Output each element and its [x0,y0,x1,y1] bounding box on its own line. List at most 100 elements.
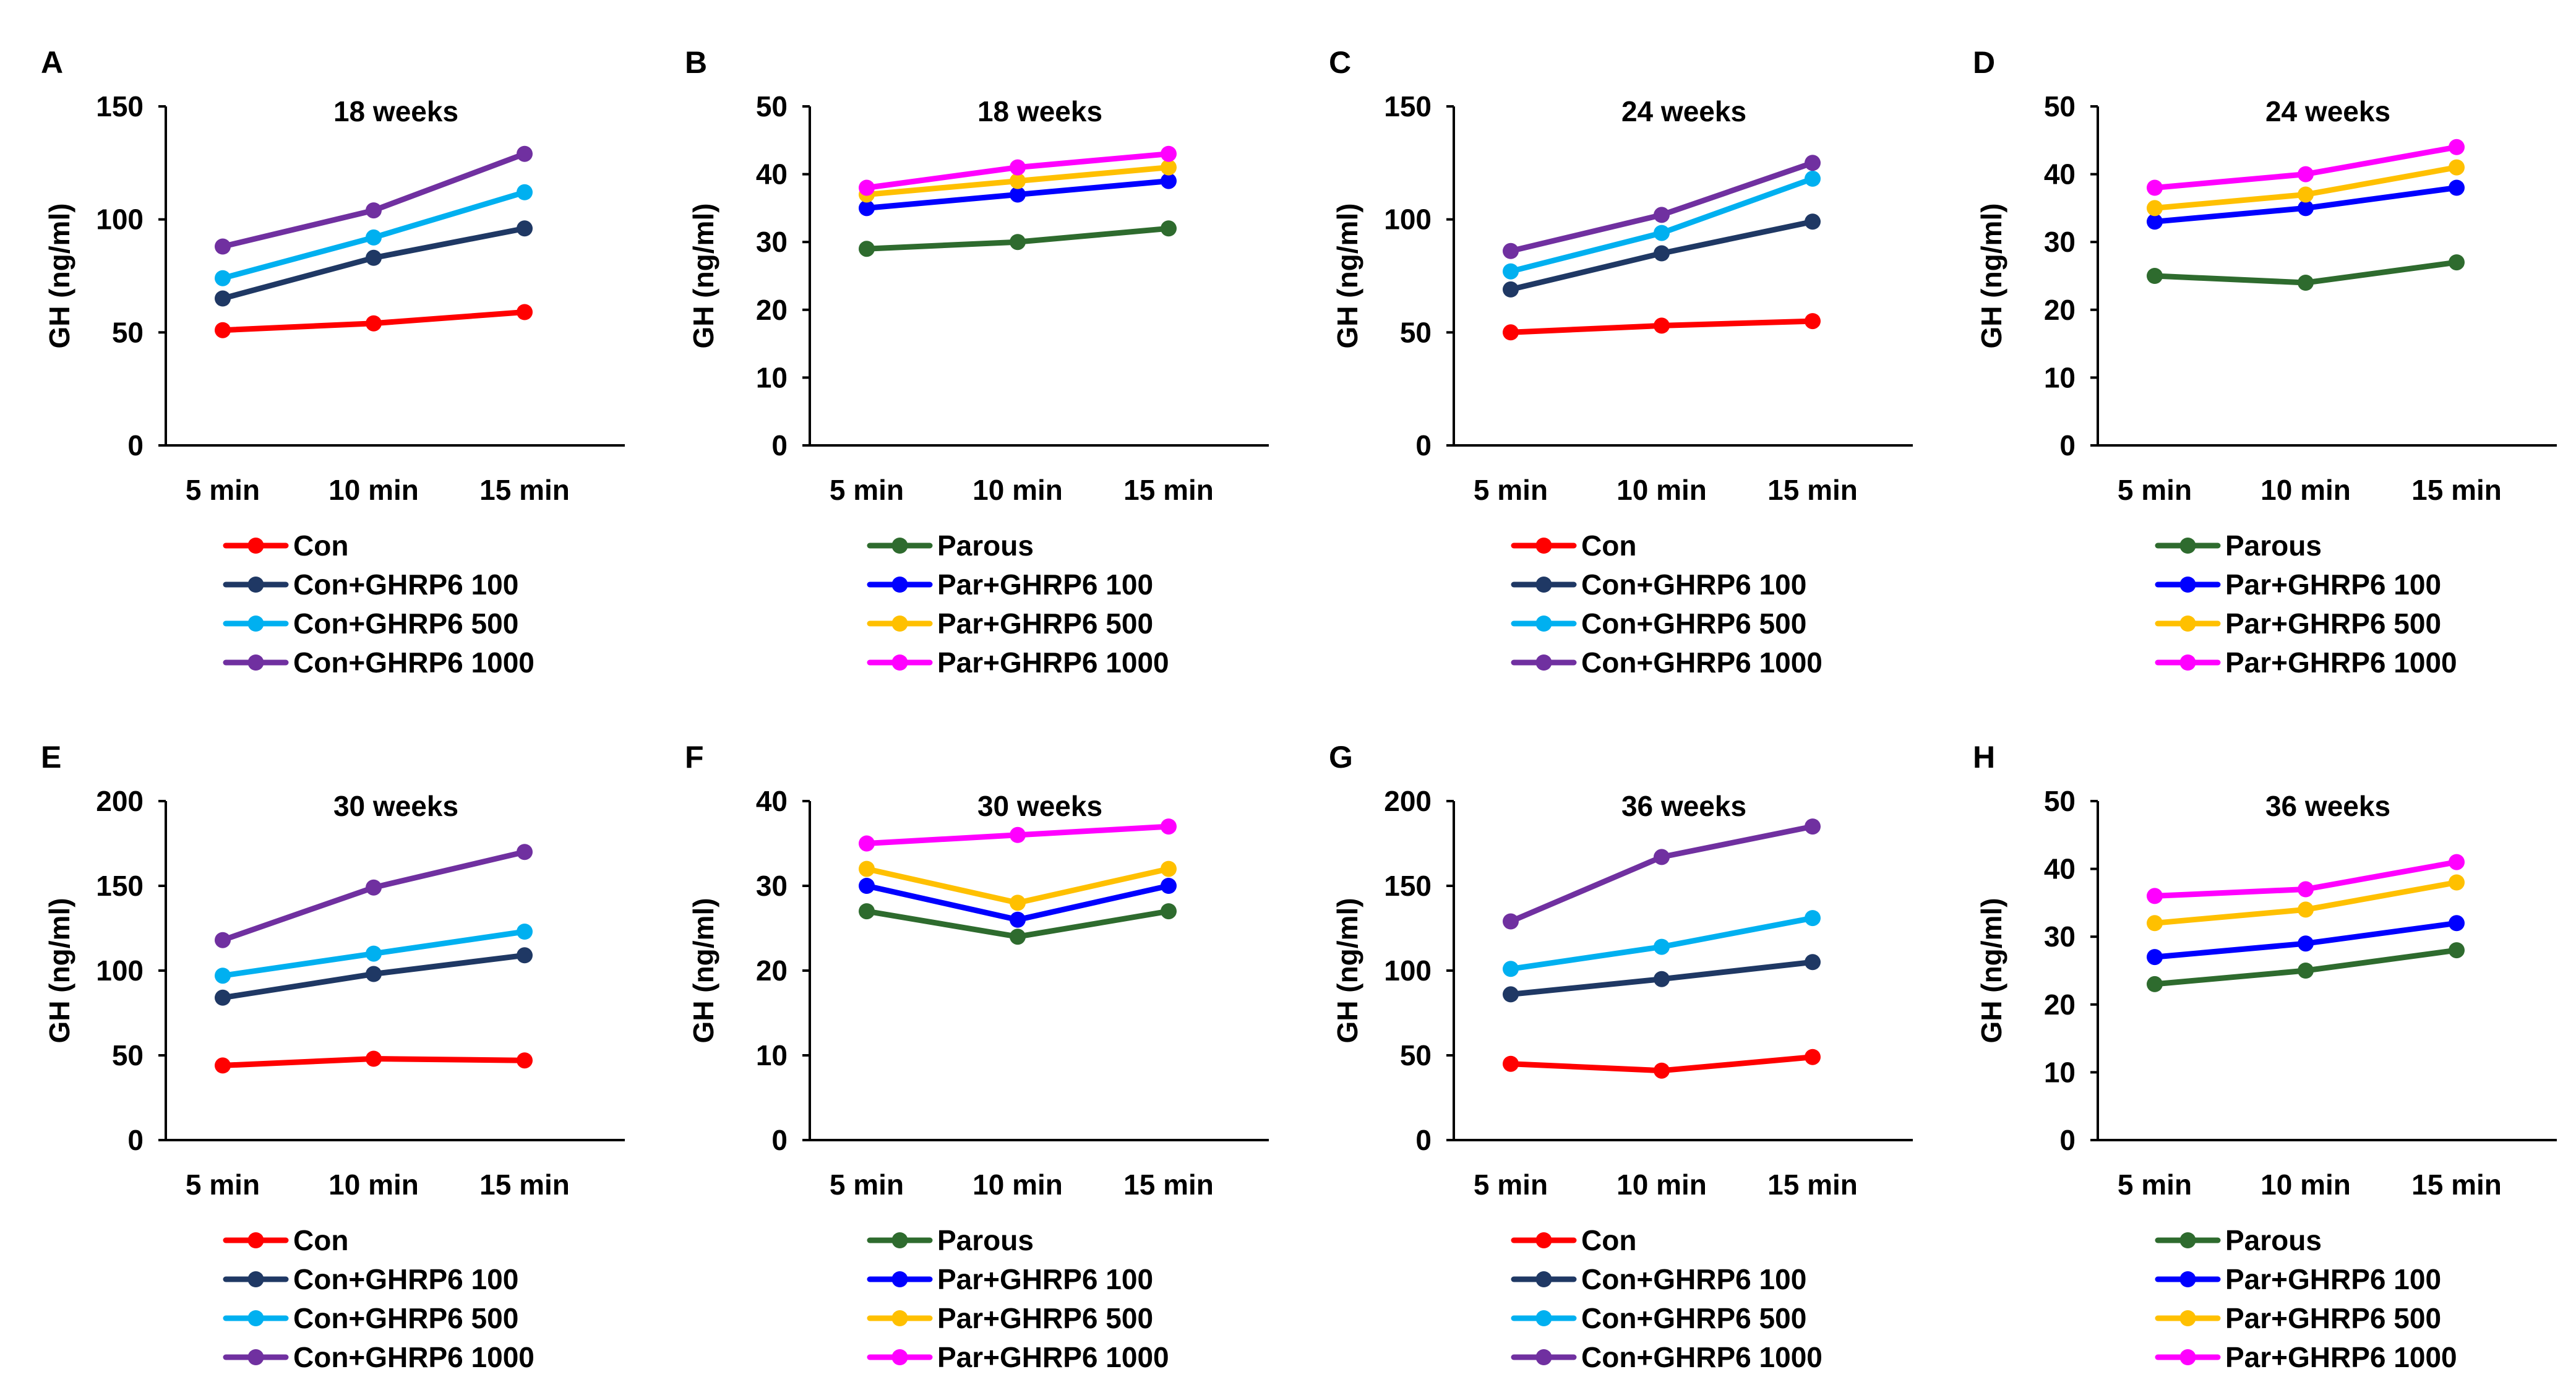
data-point [1161,173,1177,189]
data-point [366,966,382,982]
legend-label: Par+GHRP6 100 [2225,568,2441,601]
y-axis-label: GH (ng/ml) [1975,203,2007,348]
data-point [2147,949,2163,966]
data-point [1010,173,1026,189]
chart-svg: G 36 weeks GH (ng/ml) 0 50 100 150 200 5 min 10 m… [1329,740,1913,1373]
data-point [1010,159,1026,176]
y-tick-label: 50 [1400,316,1432,348]
data-point [1654,849,1670,865]
data-point [1654,245,1670,262]
y-tick-label: 0 [771,1124,788,1156]
data-point [517,184,533,200]
data-point [517,924,533,940]
data-point [2449,874,2465,891]
panel-letter: G [1329,740,1353,774]
data-point [2298,186,2314,203]
x-tick-label: 5 min [2118,474,2192,506]
chart-svg: H 36 weeks GH (ng/ml) 0 10 20 30 40 50 5 min 10 mi… [1973,740,2557,1373]
data-point [2298,963,2314,979]
data-point [1654,1062,1670,1079]
panel-f: F 30 weeks GH (ng/ml) 0 10 20 30 40 5 min 10 min 1… [644,695,1288,1389]
data-point [1805,170,1821,187]
legend-label: Par+GHRP6 500 [2225,607,2441,640]
y-tick-label: 50 [2044,90,2076,122]
panel-letter: F [685,740,704,774]
legend-marker [1535,616,1552,632]
y-tick-label: 10 [756,361,788,393]
chart-svg: C 24 weeks GH (ng/ml) 0 50 100 150 5 min 10 min 1… [1329,45,1913,679]
y-tick-label: 50 [2044,785,2076,817]
chart-title: 36 weeks [1621,790,1746,822]
data-point [2147,915,2163,932]
y-tick-label: 0 [2059,429,2076,461]
series-line-4 [1508,823,1816,924]
data-point [2147,213,2163,230]
legend-marker [1535,1349,1552,1365]
x-tick-label: 10 min [1616,1169,1707,1201]
data-point [2449,139,2465,155]
x-tick-label: 10 min [972,474,1063,506]
legend-label: Par+GHRP6 1000 [937,1341,1169,1373]
x-tick-label: 10 min [1616,474,1707,506]
panel-c: C 24 weeks GH (ng/ml) 0 50 100 150 5 min 10 min 1… [1288,0,1932,695]
x-tick-label: 10 min [2260,1169,2351,1201]
legend-marker [1535,538,1552,554]
legend-marker [1535,1271,1552,1287]
data-point [1503,986,1519,1003]
x-tick-label: 15 min [2411,1169,2502,1201]
y-tick-label: 0 [771,429,788,461]
data-point [2147,179,2163,196]
y-tick-label: 10 [756,1039,788,1071]
legend-label: Con+GHRP6 500 [293,607,518,640]
data-point [1161,159,1177,176]
x-tick-label: 10 min [328,1169,419,1201]
data-point [1503,281,1519,298]
x-tick-label: 5 min [830,1169,904,1201]
data-point [2298,275,2314,291]
y-tick-label: 200 [96,785,144,817]
chart-svg: D 24 weeks GH (ng/ml) 0 10 20 30 40 50 5 min 10 mi… [1973,45,2557,679]
data-point [215,932,231,948]
y-tick-label: 0 [127,429,144,461]
y-tick-label: 0 [1415,1124,1432,1156]
chart-title: 36 weeks [2265,790,2390,822]
legend-marker [2179,577,2196,593]
y-tick-label: 100 [1384,204,1432,236]
data-point [1010,826,1026,843]
y-tick-label: 200 [1384,785,1432,817]
chart-svg: E 30 weeks GH (ng/ml) 0 50 100 150 200 5 min 10 m… [41,740,625,1373]
data-point [1654,225,1670,241]
legend-marker [891,1349,908,1365]
legend-marker [1535,654,1552,671]
legend-marker [247,1349,264,1365]
data-point [859,860,875,877]
legend-label: Con [1581,530,1636,562]
legend-label: Par+GHRP6 1000 [2225,646,2457,679]
legend-label: Con+GHRP6 1000 [293,1341,535,1373]
data-point [1654,317,1670,334]
chart-title: 30 weeks [333,790,458,822]
x-tick-label: 5 min [186,1169,260,1201]
legend-marker [1535,1232,1552,1248]
x-tick-label: 15 min [1767,474,1858,506]
x-tick-label: 5 min [1474,474,1548,506]
legend-marker [247,654,264,671]
legend-label: Par+GHRP6 500 [937,1302,1153,1334]
x-tick-label: 5 min [830,474,904,506]
data-point [366,945,382,962]
panel-b: B 18 weeks GH (ng/ml) 0 10 20 30 40 50 5 min 10 mi… [644,0,1288,695]
data-point [2147,268,2163,284]
data-point [1010,186,1026,203]
legend-label: Par+GHRP6 500 [937,607,1153,640]
panel-letter: A [41,45,63,80]
y-tick-label: 0 [127,1124,144,1156]
data-point [366,202,382,219]
x-tick-label: 10 min [328,474,419,506]
legend-label: Parous [2225,1224,2322,1256]
panel-letter: B [685,45,707,80]
data-point [517,145,533,162]
data-point [859,903,875,920]
y-tick-label: 40 [756,158,788,191]
legend-marker [2179,1271,2196,1287]
legend-marker [247,1232,264,1248]
